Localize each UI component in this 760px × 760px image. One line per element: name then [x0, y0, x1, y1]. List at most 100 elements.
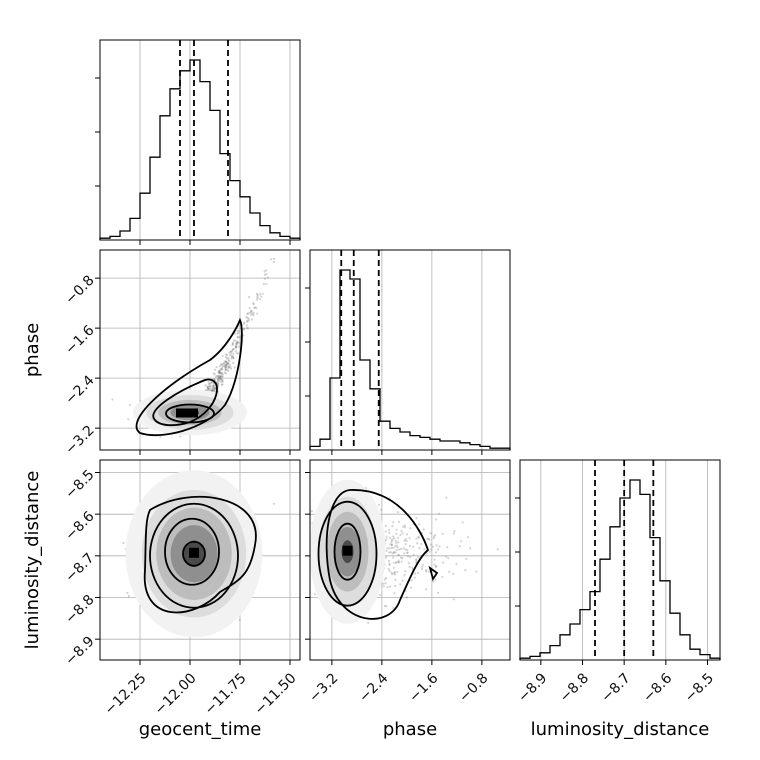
- sample-point: [227, 357, 230, 360]
- sample-point: [406, 548, 409, 551]
- sample-point: [231, 343, 234, 346]
- sample-point: [397, 553, 400, 556]
- sample-point: [385, 556, 388, 559]
- sample-point: [224, 366, 227, 369]
- sample-point: [455, 562, 458, 566]
- sample-point: [400, 547, 403, 550]
- sample-point: [246, 320, 249, 323]
- sample-point: [412, 553, 415, 556]
- sample-point: [209, 387, 212, 390]
- ytick-label-joint-0-2-1: −8.8: [62, 592, 97, 627]
- sample-point: [227, 362, 230, 365]
- sample-point: [393, 573, 397, 576]
- sample-point: [260, 295, 263, 298]
- ytick-label-joint-0-2-2: −8.7: [62, 550, 97, 585]
- sample-point: [247, 317, 250, 321]
- sample-point: [392, 572, 396, 575]
- sample-point: [235, 343, 238, 346]
- sample-point: [217, 374, 221, 377]
- sample-point: [296, 204, 298, 206]
- sample-point: [385, 536, 388, 539]
- sample-point: [446, 546, 449, 549]
- sample-point: [377, 503, 381, 506]
- sample-point: [353, 56, 355, 58]
- sample-point: [283, 242, 285, 244]
- sample-point: [452, 598, 455, 601]
- ytick-label-joint-0-2-4: −8.5: [62, 467, 97, 502]
- sample-point: [401, 532, 404, 535]
- sample-point: [420, 542, 423, 546]
- sample-point: [437, 591, 440, 595]
- sample-point: [445, 496, 448, 499]
- panel-hist-luminosity-distance: −8.9 −8.8 −8.7 −8.6 −8.5: [515, 459, 721, 706]
- sample-point: [436, 548, 440, 551]
- sample-point: [392, 546, 395, 550]
- sample-point: [220, 372, 223, 375]
- sample-point: [212, 386, 215, 389]
- sample-point: [395, 548, 399, 552]
- xlabel-geocent-time: geocent_time: [139, 719, 262, 740]
- sample-point: [212, 388, 215, 391]
- panel-joint-luminosity-distance-vs-phase: −3.2 −2.4 −1.6 −0.8: [305, 459, 511, 706]
- sample-point: [395, 532, 398, 535]
- sample-point: [385, 549, 388, 552]
- frame-hist-1: [309, 249, 511, 451]
- sample-point: [434, 534, 437, 537]
- sample-point: [402, 525, 405, 528]
- sample-point: [407, 562, 410, 565]
- xtick-label-joint-1-2-3: −0.8: [456, 670, 491, 705]
- sample-point: [266, 276, 269, 279]
- sample-point: [221, 354, 224, 357]
- sample-point: [431, 545, 434, 548]
- sample-point: [415, 537, 418, 540]
- sample-point: [243, 327, 246, 330]
- sample-point: [227, 365, 231, 369]
- sample-point: [128, 403, 132, 406]
- sample-point: [225, 362, 229, 365]
- density-peak: [176, 408, 198, 418]
- sample-point: [432, 580, 435, 583]
- sample-point: [221, 362, 224, 365]
- sample-point: [387, 528, 391, 532]
- sample-point: [216, 374, 219, 377]
- sample-point: [218, 371, 221, 374]
- frame-joint-0-1: [99, 249, 301, 451]
- sample-point: [211, 389, 214, 392]
- sample-point: [287, 227, 289, 229]
- sample-point: [460, 540, 463, 543]
- sample-point: [225, 363, 228, 366]
- xtick-label-joint-0-2-0: −12.25: [102, 670, 150, 718]
- sample-point: [233, 366, 236, 369]
- sample-point: [236, 332, 239, 335]
- sample-point: [391, 552, 394, 555]
- panel-hist-phase: [305, 249, 511, 455]
- sample-point: [263, 273, 266, 276]
- sample-point: [218, 371, 222, 374]
- sample-point: [218, 369, 221, 372]
- sample-point: [406, 551, 409, 554]
- sample-point: [337, 92, 339, 94]
- sample-point: [232, 355, 235, 358]
- histogram-step-luminosity_distance: [519, 479, 721, 660]
- sample-point: [404, 548, 407, 551]
- sample-point: [404, 538, 407, 541]
- sample-point: [405, 533, 408, 536]
- sample-point: [208, 388, 212, 391]
- sample-point: [211, 389, 214, 392]
- sample-point: [392, 521, 395, 524]
- sample-point: [223, 363, 226, 366]
- sample-point: [218, 371, 221, 374]
- sample-point: [222, 362, 226, 365]
- sample-point: [211, 384, 215, 387]
- sample-point: [421, 565, 424, 568]
- sample-point: [400, 529, 403, 533]
- sample-point: [212, 372, 215, 375]
- sample-point: [229, 350, 232, 353]
- xtick-label-hist-2-1: −8.8: [557, 670, 592, 705]
- sample-point: [206, 385, 209, 388]
- sample-point: [246, 316, 249, 319]
- sample-point: [216, 377, 219, 380]
- sample-point: [319, 151, 321, 153]
- sample-point: [252, 311, 255, 314]
- xtick-label-joint-1-2-2: −1.6: [406, 670, 441, 705]
